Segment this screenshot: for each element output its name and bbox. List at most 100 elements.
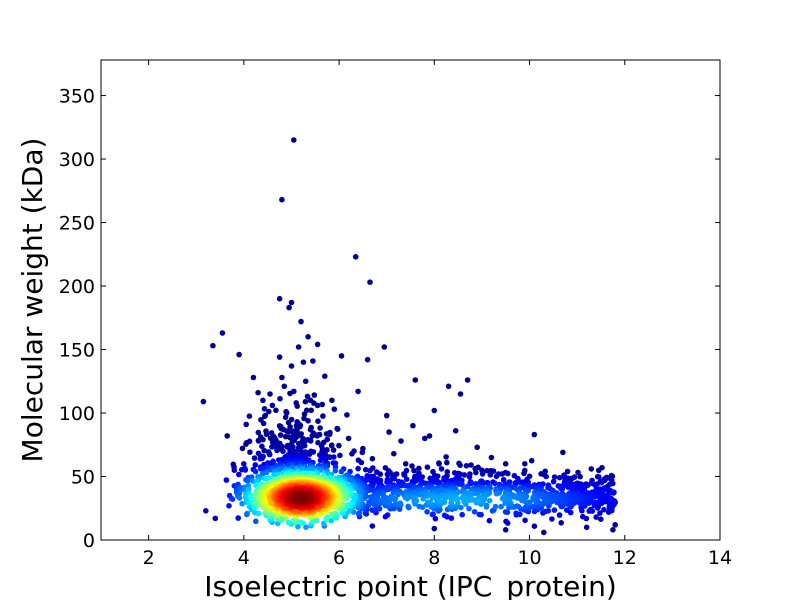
data-point	[305, 418, 311, 424]
data-point	[461, 472, 468, 478]
data-point	[583, 524, 590, 531]
y-axis-title: Molecular weight (kDa)	[16, 138, 49, 463]
data-point	[305, 334, 311, 340]
data-point	[367, 279, 373, 286]
data-point	[244, 477, 251, 484]
data-point	[556, 474, 563, 481]
data-point	[521, 470, 527, 477]
data-point	[448, 515, 455, 521]
data-point	[468, 462, 474, 468]
data-point	[381, 344, 388, 350]
data-point	[263, 431, 270, 438]
data-point	[434, 473, 441, 480]
data-point	[541, 529, 547, 536]
data-point	[330, 447, 337, 453]
data-point	[331, 406, 338, 413]
x-tick-label: 12	[613, 547, 637, 569]
data-point	[224, 433, 230, 439]
y-tick-label: 100	[59, 403, 95, 425]
data-point	[288, 299, 295, 306]
data-point	[459, 511, 466, 518]
data-point	[266, 451, 273, 458]
data-point	[269, 402, 276, 409]
data-point	[466, 474, 473, 480]
data-point	[276, 295, 283, 302]
data-point	[255, 389, 261, 396]
data-point	[260, 466, 267, 472]
data-point	[597, 510, 603, 516]
data-point	[298, 519, 304, 525]
data-point	[412, 377, 419, 383]
data-point	[391, 450, 397, 457]
data-point	[398, 482, 405, 489]
data-point	[255, 510, 262, 517]
data-point	[281, 383, 288, 390]
data-point	[261, 413, 268, 420]
data-point	[279, 196, 285, 203]
y-tick-label: 250	[59, 213, 95, 235]
data-point	[438, 466, 445, 472]
data-point	[505, 470, 511, 477]
data-point	[531, 523, 538, 529]
data-point	[358, 459, 365, 466]
data-point	[503, 518, 509, 525]
data-point	[314, 433, 320, 439]
data-point	[395, 491, 401, 498]
data-point	[498, 503, 504, 510]
data-point	[307, 438, 314, 444]
data-point	[514, 503, 520, 509]
x-tick-label: 4	[238, 547, 250, 569]
data-point	[344, 502, 351, 508]
data-point	[247, 449, 253, 456]
data-point	[246, 503, 253, 510]
data-point	[488, 454, 495, 461]
data-point	[522, 517, 528, 524]
data-point	[462, 496, 468, 502]
data-point	[598, 479, 605, 486]
plot-frame	[100, 59, 721, 541]
data-point	[243, 421, 249, 428]
data-point	[236, 471, 242, 478]
data-point	[226, 503, 232, 509]
data-point	[612, 522, 618, 528]
x-axis-title: Isoelectric point (IPC_protein)	[204, 570, 617, 600]
data-point	[261, 447, 268, 454]
data-point	[492, 480, 498, 487]
data-point	[203, 508, 209, 514]
data-point	[298, 495, 305, 501]
data-point	[391, 475, 398, 482]
data-point	[463, 463, 470, 469]
data-point	[522, 461, 528, 467]
data-point	[344, 412, 350, 418]
data-point	[282, 414, 289, 421]
data-point	[449, 496, 455, 503]
data-point	[300, 359, 307, 366]
data-point	[405, 503, 412, 510]
data-point	[219, 330, 226, 336]
data-point	[315, 439, 321, 446]
data-point	[283, 410, 290, 416]
data-point	[431, 407, 438, 414]
data-point	[409, 463, 415, 469]
data-point	[327, 454, 333, 461]
data-point	[273, 407, 279, 414]
data-point	[295, 523, 301, 530]
data-point	[287, 424, 293, 430]
data-point	[338, 353, 345, 359]
data-point	[231, 467, 238, 474]
data-point	[267, 435, 274, 441]
data-point	[259, 443, 265, 450]
ticks-layer: 2 4 6 8 10 12 14 0 50 100 150 200 250 300 350	[59, 60, 732, 569]
data-point	[285, 429, 292, 435]
data-point	[424, 509, 430, 515]
data-point	[402, 461, 409, 467]
data-point	[355, 388, 361, 395]
data-point	[310, 358, 316, 364]
data-point	[301, 411, 308, 417]
data-point	[411, 478, 418, 485]
y-tick-label: 200	[59, 276, 95, 298]
data-point	[386, 429, 392, 435]
data-point	[279, 374, 285, 381]
data-point	[549, 516, 555, 522]
